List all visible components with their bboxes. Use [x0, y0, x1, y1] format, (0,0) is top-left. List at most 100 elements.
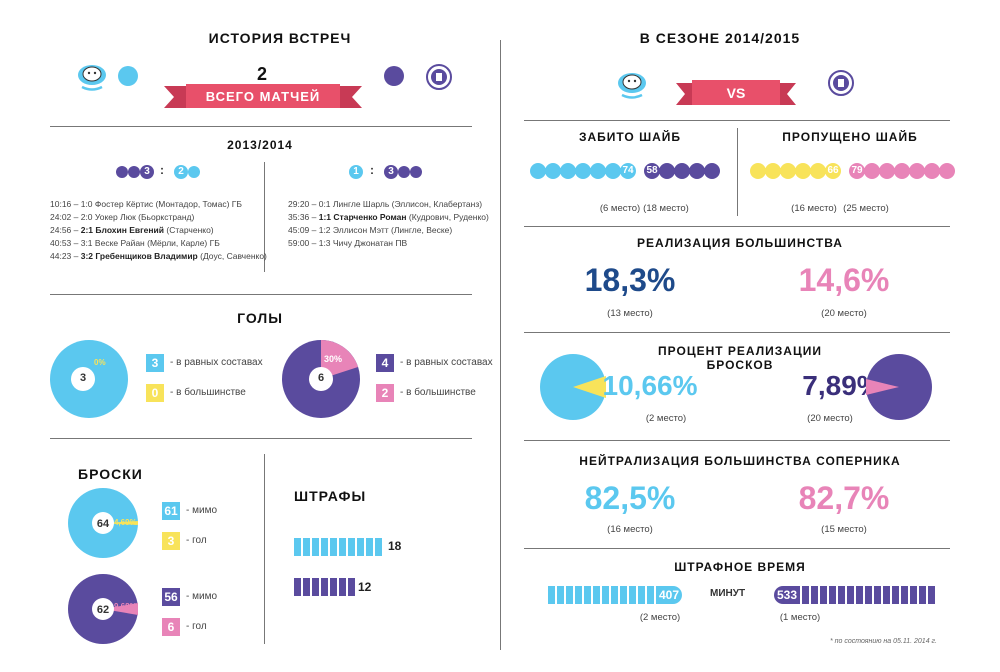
- match1-away-score: 2: [174, 165, 188, 179]
- torpedo-logo-icon: [426, 64, 452, 90]
- pk-left-value: 82,5%: [584, 480, 676, 516]
- bar-segment: [339, 538, 346, 556]
- pp-right-value: 14,6%: [798, 262, 890, 298]
- dot: [864, 163, 880, 179]
- shotpct-title-line2: БРОСКОВ: [706, 358, 774, 372]
- dot: [924, 163, 940, 179]
- bar-segment: [557, 586, 564, 604]
- conceded-title: ПРОПУЩЕНО ШАЙБ: [782, 130, 918, 144]
- shotpct-right-place: (20 место): [807, 413, 853, 424]
- dot: [765, 163, 781, 179]
- shots-left-total: 64: [96, 518, 110, 530]
- goal-line: 24:02 – 2:0 Уокер Люк (Бьоркстранд): [50, 212, 195, 222]
- goals-right-pct: 30%: [324, 354, 343, 364]
- bar-segment: [312, 538, 319, 556]
- dot: [605, 163, 621, 179]
- bar-segment: [330, 578, 337, 596]
- divider: [524, 548, 950, 549]
- bar-segment: [366, 538, 373, 556]
- scored-title: ЗАБИТО ШАЙБ: [578, 130, 682, 144]
- score-separator: :: [160, 163, 164, 177]
- pim-unit: МИНУТ: [710, 588, 746, 599]
- bar-segment: [865, 586, 872, 604]
- bar-segment: [593, 586, 600, 604]
- bar-segment: [348, 538, 355, 556]
- pp-left-value: 18,3%: [584, 262, 676, 298]
- bar-segment: [620, 586, 627, 604]
- season-title: В СЕЗОНЕ 2014/2015: [639, 30, 801, 46]
- divider: [737, 128, 738, 216]
- bar-segment: [802, 586, 809, 604]
- dot: [659, 163, 675, 179]
- divider: [524, 332, 950, 333]
- torpedo-logo-icon: [828, 70, 854, 96]
- bar-segment: [901, 586, 908, 604]
- goals-title: ГОЛЫ: [237, 310, 283, 326]
- shotpct-left-pie: [540, 354, 606, 420]
- goals-left-total: 3: [79, 372, 87, 384]
- center-divider: [500, 40, 501, 650]
- bar-segment: [294, 538, 301, 556]
- goal-line: 44:23 – 3:2 Гребенщиков Владимир (Доус, …: [50, 251, 267, 261]
- home-color-dot: [118, 66, 138, 86]
- shotpct-title-line1: ПРОЦЕНТ РЕАЛИЗАЦИИ: [658, 344, 822, 358]
- conceded-left-place: (16 место): [791, 203, 837, 214]
- dot: [795, 163, 811, 179]
- pp-title: РЕАЛИЗАЦИЯ БОЛЬШИНСТВА: [637, 236, 843, 250]
- bar-segment: [584, 586, 591, 604]
- pim-title: ШТРАФНОЕ ВРЕМЯ: [674, 560, 806, 574]
- pim-right-place: (1 место): [779, 612, 821, 623]
- bar-segment: [856, 586, 863, 604]
- shots-right-pct: 9,68%: [114, 602, 137, 611]
- bar-segment: [883, 586, 890, 604]
- shots-goal-label: - гол: [186, 621, 207, 632]
- goals-right-pie: [282, 340, 360, 418]
- penalties-title: ШТРАФЫ: [294, 488, 367, 504]
- divider: [50, 438, 472, 439]
- dot: [909, 163, 925, 179]
- goal-line: 35:36 – 1:1 Старченко Роман (Кудрович, Р…: [288, 212, 489, 222]
- score-dot: [410, 166, 422, 178]
- barys-logo-icon: [74, 62, 110, 92]
- goal-line: 59:00 – 1:3 Чичу Джонатан ПВ: [288, 238, 408, 248]
- divider: [524, 120, 950, 121]
- bar-segment: [303, 578, 310, 596]
- bar-segment: [330, 538, 337, 556]
- bar-segment: [303, 538, 310, 556]
- dot-value: 79: [849, 163, 865, 179]
- pp-right-place: (20 место): [821, 308, 867, 319]
- shots-right-goal-box: 6: [162, 618, 180, 636]
- divider: [524, 440, 950, 441]
- shots-goal-label: - гол: [186, 535, 207, 546]
- vs-label: VS: [726, 85, 746, 101]
- goal-line: 24:56 – 2:1 Блохин Евгений (Старченко): [50, 225, 214, 235]
- shotpct-left-place: (2 место): [645, 413, 687, 424]
- shots-right-pie: [68, 574, 138, 644]
- dot: [590, 163, 606, 179]
- dot: [879, 163, 895, 179]
- bar-segment: [829, 586, 836, 604]
- score-dot: [116, 166, 128, 178]
- score-dot: [398, 166, 410, 178]
- pp-left-place: (13 место): [607, 308, 653, 319]
- bar-segment: [321, 538, 328, 556]
- bar-segment: [566, 586, 573, 604]
- bar-segment: [339, 578, 346, 596]
- shots-left-goal-box: 3: [162, 532, 180, 550]
- bar-segment: [874, 586, 881, 604]
- goals-right-even-box: 4: [376, 354, 394, 372]
- bar-segment: [820, 586, 827, 604]
- goals-right-pp-box: 2: [376, 384, 394, 402]
- bar-segment: [294, 578, 301, 596]
- dot: [560, 163, 576, 179]
- bar-segment: [375, 538, 382, 556]
- pim-value: 533: [774, 586, 800, 604]
- dot: [704, 163, 720, 179]
- bar-segment: [928, 586, 935, 604]
- shotpct-left-value: 10,66%: [602, 370, 698, 401]
- penalties-left-value: 18: [388, 539, 402, 553]
- divider: [50, 126, 472, 127]
- pim-value: 407: [656, 586, 682, 604]
- score-separator: :: [370, 163, 374, 177]
- dot: [575, 163, 591, 179]
